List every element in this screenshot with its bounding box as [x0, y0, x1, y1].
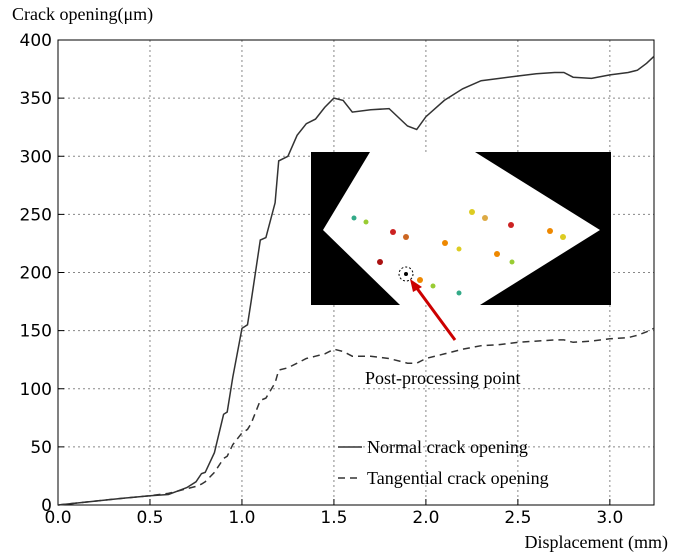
y-tick-label: 300: [20, 147, 52, 167]
y-tick-label: 400: [20, 31, 52, 51]
y-tick-label: 0: [41, 496, 52, 516]
legend-label: Tangential crack opening: [367, 468, 549, 488]
x-tick-label: 3.0: [596, 508, 623, 528]
y-tick-label: 250: [20, 205, 52, 225]
x-tick-label: 2.5: [504, 508, 531, 528]
arrow-head: [410, 279, 422, 292]
y-tick-label: 100: [20, 380, 52, 400]
y-tick-label: 350: [20, 89, 52, 109]
x-tick-label: 1.5: [320, 508, 347, 528]
plot-frame: [57, 39, 655, 506]
inset-image: [311, 152, 611, 305]
x-tick-label: 2.0: [412, 508, 439, 528]
data-line: [57, 327, 655, 506]
y-tick-label: 200: [20, 264, 52, 284]
x-axis-label: Displacement (mm): [525, 532, 668, 553]
legend-label: Normal crack opening: [367, 437, 528, 457]
annotation-arrow: [414, 286, 457, 341]
x-tick-label: 0.0: [44, 508, 71, 528]
y-axis-label: Crack opening(μm): [12, 4, 153, 25]
x-tick-label: 1.0: [228, 508, 255, 528]
y-tick-label: 50: [30, 438, 52, 458]
x-tick-label: 0.5: [136, 508, 163, 528]
data-line: [57, 55, 655, 506]
annotation: Post-processing point: [365, 368, 521, 388]
y-tick-label: 150: [20, 322, 52, 342]
